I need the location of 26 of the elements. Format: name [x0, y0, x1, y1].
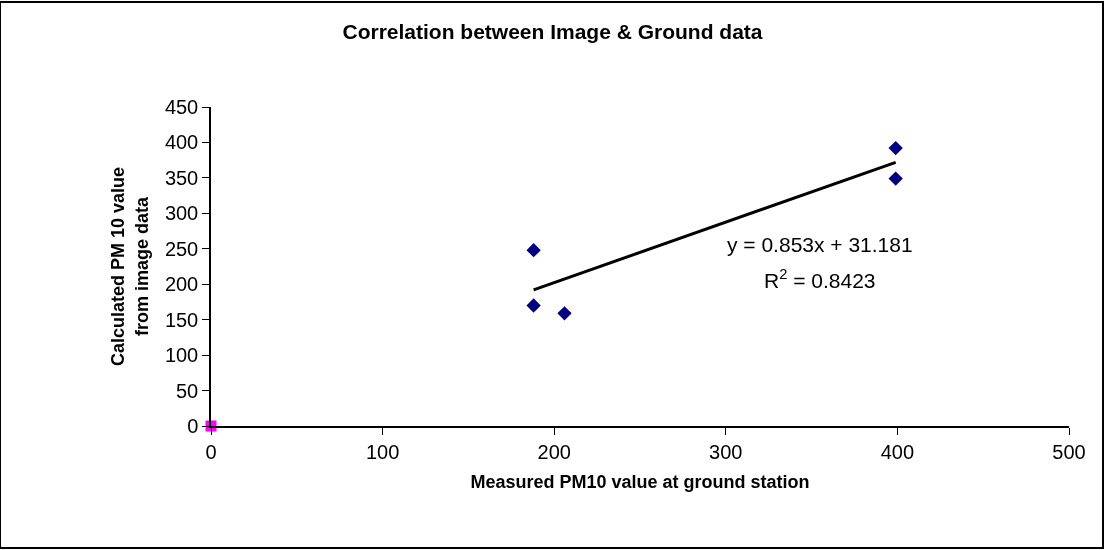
x-tick-label: 100 — [365, 440, 400, 463]
x-tick-label: 300 — [709, 440, 743, 463]
y-tick-label: 200 — [164, 273, 199, 296]
y-tick-label: 350 — [164, 166, 199, 189]
y-tick-label: 0 — [187, 415, 199, 437]
y-tick-label: 400 — [164, 131, 199, 154]
point — [526, 298, 541, 313]
y-axis-title: Calculated PM 10 value from image data — [108, 166, 152, 367]
x-tick-label: 500 — [1052, 440, 1086, 463]
y-tick-label: 300 — [164, 202, 199, 225]
y-tick-label: 450 — [164, 96, 199, 118]
x-axis-title: Measured PM10 value at ground station — [470, 472, 810, 493]
point — [888, 140, 903, 156]
x-tick-label: 0 — [205, 440, 217, 463]
annotation: R$^{2}$ = 0.8423 — [764, 266, 876, 292]
annotation: y = 0.853x + 31.181 — [727, 233, 913, 256]
x-tick-label: 400 — [880, 440, 915, 463]
point — [557, 306, 572, 321]
x-tick-label: 200 — [537, 440, 571, 463]
chart-title: Correlation between Image & Ground data — [342, 20, 763, 44]
y-tick-label: 50 — [176, 379, 199, 402]
y-tick-label: 250 — [164, 237, 199, 260]
y-tick-label: 100 — [164, 344, 199, 367]
point — [526, 243, 541, 258]
point — [888, 171, 903, 186]
y-tick-label: 150 — [164, 308, 199, 331]
